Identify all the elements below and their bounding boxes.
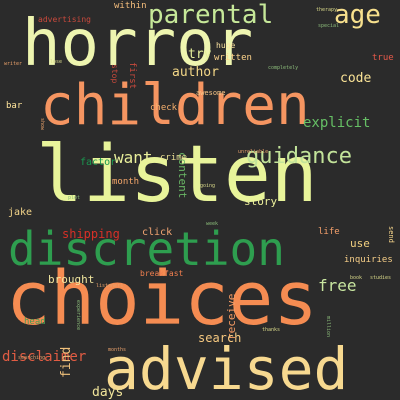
word-stop: stop xyxy=(110,64,119,84)
word-search: search xyxy=(198,331,242,345)
word-author: author xyxy=(172,65,219,80)
word-million: million xyxy=(325,316,331,338)
word-therapy: therapy xyxy=(316,7,338,13)
word-unreliable: unreliable xyxy=(238,149,269,155)
word-shipping: shipping xyxy=(62,227,120,241)
word-thanks: thanks xyxy=(262,327,281,333)
word-want: want xyxy=(114,148,153,167)
word-guidance: guidance xyxy=(246,144,352,169)
word-advertising: advertising xyxy=(38,15,91,24)
word-free: free xyxy=(318,276,357,295)
word-jake: jake xyxy=(8,207,33,218)
word-inquiries: inquiries xyxy=(344,255,393,265)
word-months: months xyxy=(108,347,127,353)
word-special: special xyxy=(318,23,340,29)
word-experience: experience xyxy=(75,300,81,331)
word-children: children xyxy=(40,73,310,138)
word-book: book xyxy=(350,275,363,281)
word-bar: bar xyxy=(6,101,23,111)
word-try: try xyxy=(188,47,212,62)
word-month: month xyxy=(112,177,140,187)
word-parental: parental xyxy=(148,0,274,30)
word-lose: lose xyxy=(50,59,63,65)
word-plot: plot xyxy=(68,195,81,201)
word-story: story xyxy=(244,195,278,208)
word-use: use xyxy=(350,237,370,250)
word-listeners: listeners xyxy=(96,283,124,289)
word-brought: brought xyxy=(48,273,95,286)
word-choices: choices xyxy=(6,256,318,342)
word-disclaimer: disclaimer xyxy=(2,349,87,365)
word-written: written xyxy=(214,53,252,63)
word-going: going xyxy=(200,183,216,189)
word-advised: advised xyxy=(104,335,349,400)
word-writer: writer xyxy=(4,61,23,67)
word-completely: completely xyxy=(268,65,299,71)
word-head: head xyxy=(24,317,46,327)
word-check: check xyxy=(150,103,178,113)
word-listen: listen xyxy=(36,130,318,220)
word-factor: factor xyxy=(80,157,117,168)
word-studies: studies xyxy=(370,275,392,281)
word-huge: huge xyxy=(216,41,236,50)
word-click: click xyxy=(142,227,173,238)
word-breakfast: breakfast xyxy=(140,269,184,278)
word-within: within xyxy=(114,1,147,11)
word-life: life xyxy=(318,227,340,237)
word-code: code xyxy=(340,71,372,86)
word-show: show xyxy=(39,118,45,131)
word-awesome: awesome xyxy=(196,89,226,97)
word-discretion: discretion xyxy=(8,222,285,276)
word-true: true xyxy=(372,53,394,63)
word-week: week xyxy=(206,221,219,227)
word-crime: crime xyxy=(160,153,188,163)
word-horror: horror xyxy=(22,7,254,81)
word-age: age xyxy=(334,0,381,30)
word-send: send xyxy=(387,226,395,243)
word-first: first xyxy=(127,62,137,90)
word-find: find xyxy=(59,346,74,378)
word-explicit: explicit xyxy=(303,115,371,131)
word-days: days xyxy=(92,385,124,400)
word-searching: searching xyxy=(18,355,46,361)
